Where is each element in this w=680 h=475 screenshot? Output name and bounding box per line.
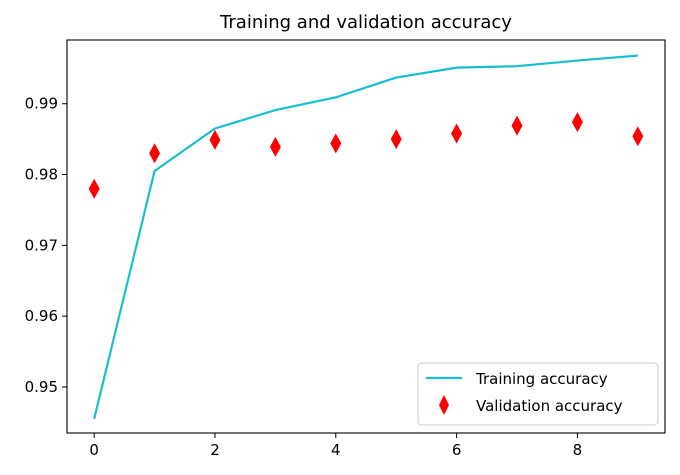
legend-swatch-validation bbox=[439, 395, 449, 415]
legend-label-validation: Validation accuracy bbox=[476, 397, 623, 415]
validation-accuracy-point bbox=[511, 115, 523, 136]
validation-accuracy-point bbox=[571, 112, 583, 133]
x-tick-label: 0 bbox=[89, 441, 99, 459]
legend-label-training: Training accuracy bbox=[475, 370, 608, 388]
chart-title: Training and validation accuracy bbox=[219, 12, 512, 33]
x-tick-label: 2 bbox=[210, 441, 220, 459]
y-tick-label: 0.98 bbox=[25, 166, 58, 184]
plot-frame bbox=[66, 39, 666, 434]
y-tick-label: 0.97 bbox=[25, 236, 58, 254]
x-tick-label: 4 bbox=[331, 441, 341, 459]
validation-accuracy-point bbox=[632, 126, 644, 147]
validation-accuracy-point bbox=[330, 133, 342, 154]
validation-accuracy-point bbox=[149, 143, 161, 164]
legend-box bbox=[417, 362, 659, 426]
validation-accuracy-point bbox=[451, 123, 463, 144]
x-tick-label: 6 bbox=[452, 441, 462, 459]
validation-accuracy-point bbox=[390, 129, 402, 150]
validation-accuracy-point bbox=[209, 129, 221, 150]
y-tick-label: 0.96 bbox=[25, 307, 58, 325]
plot-layer bbox=[88, 54, 644, 420]
training-accuracy-line bbox=[93, 54, 638, 420]
axes-layer: 0 2 4 6 8 0.95 0.96 0.97 0.98 0.99 bbox=[25, 95, 583, 459]
y-tick-label: 0.95 bbox=[25, 378, 58, 396]
validation-accuracy-point bbox=[88, 178, 100, 199]
y-tick-label: 0.99 bbox=[25, 95, 58, 113]
legend: Training accuracy Validation accuracy bbox=[417, 362, 659, 426]
validation-accuracy-point bbox=[269, 136, 281, 157]
x-tick-label: 8 bbox=[573, 441, 583, 459]
